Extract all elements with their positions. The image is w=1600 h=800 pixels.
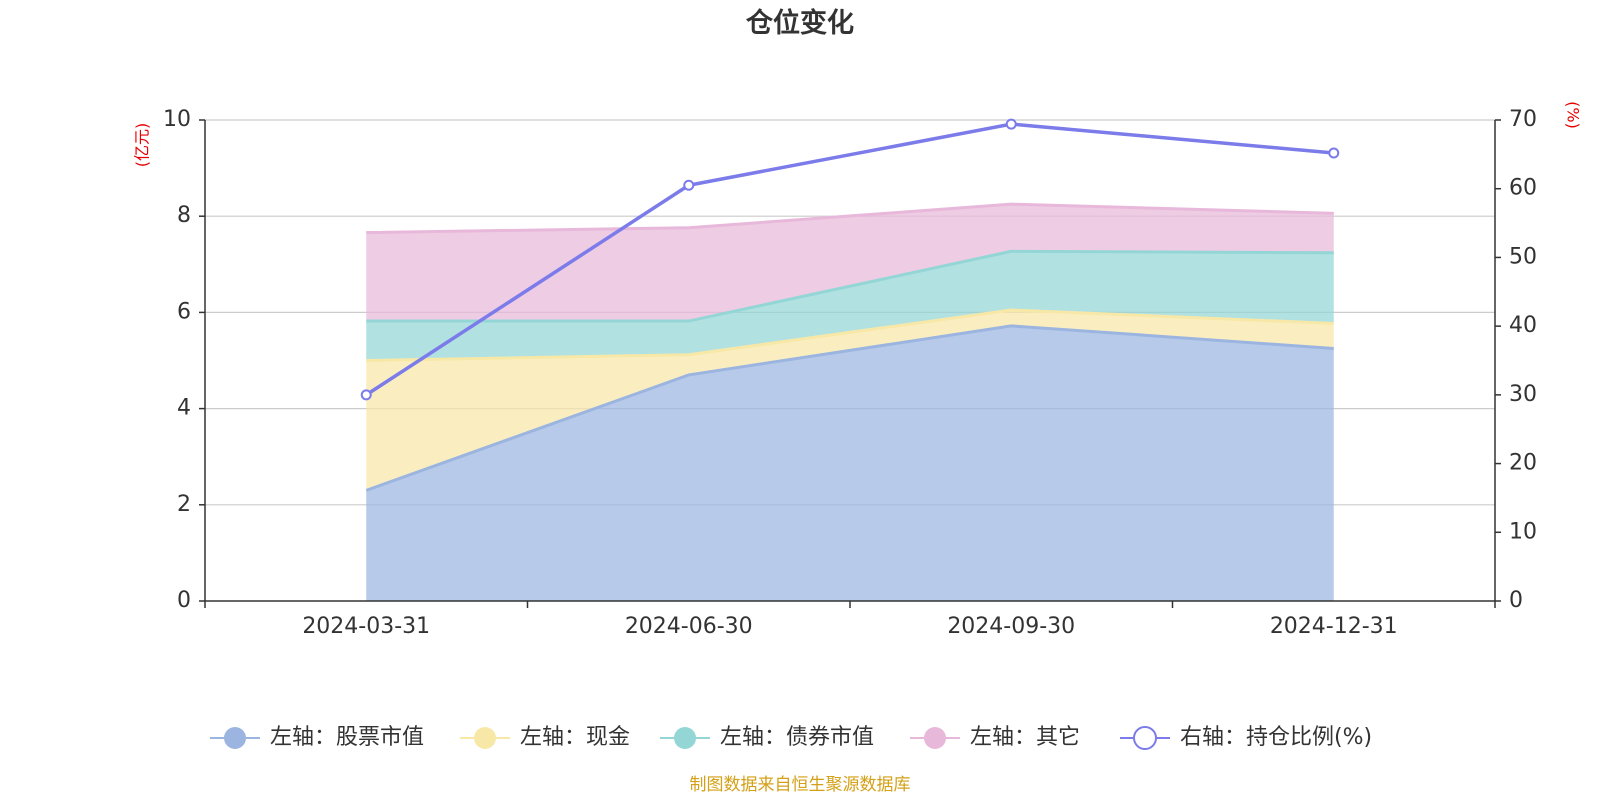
ratio-line: [365, 122, 1334, 397]
legend-marker: [224, 727, 246, 749]
source-note: 制图数据来自恒生聚源数据库: [690, 775, 911, 795]
right-tick-label: 70: [1509, 107, 1537, 132]
left-tick-label: 2: [177, 492, 191, 517]
area-series-3-edge: [366, 249, 1334, 323]
legend-marker: [1133, 726, 1157, 750]
ratio-point[interactable]: [1328, 147, 1340, 159]
right-tick-label: 10: [1509, 519, 1537, 544]
area-series-2-edge: [366, 308, 1334, 362]
right-tick-label: 30: [1509, 382, 1537, 407]
right-tick-label: 20: [1509, 451, 1537, 476]
legend-label: 左轴：股票市值: [270, 725, 424, 750]
area-series-1-edge: [365, 324, 1334, 492]
legend-marker: [924, 727, 946, 749]
legend-item-5[interactable]: 右轴：持仓比例(%): [1120, 725, 1372, 750]
area-series-3: [366, 251, 1334, 361]
axes: 0 2 4 6 8 10 0 10 20 30 40 50 60 70 2024-03-31 2024-06-…: [163, 107, 1537, 639]
legend-item-2[interactable]: 左轴：现金: [460, 725, 630, 750]
left-tick-label: 0: [177, 588, 191, 613]
right-tick-label: 0: [1509, 588, 1523, 613]
area-series-4-edge: [366, 202, 1334, 235]
area-series-1: [366, 325, 1334, 601]
right-tick-label: 40: [1509, 313, 1537, 338]
area-series-4: [366, 204, 1334, 322]
legend-marker: [674, 727, 696, 749]
left-tick-label: 10: [163, 107, 191, 132]
x-tick-label: 2024-09-30: [947, 614, 1075, 639]
stacked-areas: [365, 202, 1334, 601]
x-tick-label: 2024-03-31: [302, 614, 430, 639]
left-tick-label: 8: [177, 203, 191, 228]
right-axis-unit: (%): [1564, 101, 1583, 129]
left-tick-label: 6: [177, 299, 191, 324]
legend-item-3[interactable]: 左轴：债券市值: [660, 725, 874, 750]
legend: 左轴：股票市值 左轴：现金 左轴：债券市值 左轴：其它 右轴：持仓比例(%): [210, 725, 1372, 750]
ratio-point[interactable]: [683, 179, 695, 191]
ratio-line-layer: [360, 118, 1340, 401]
legend-label: 左轴：其它: [970, 725, 1080, 750]
legend-marker: [474, 727, 496, 749]
right-tick-label: 60: [1509, 176, 1537, 201]
legend-label: 右轴：持仓比例(%): [1180, 725, 1372, 750]
legend-label: 左轴：债券市值: [720, 725, 874, 750]
x-tick-label: 2024-06-30: [625, 614, 753, 639]
legend-item-1[interactable]: 左轴：股票市值: [210, 725, 424, 750]
left-tick-label: 4: [177, 396, 191, 421]
left-axis-unit: (亿元): [133, 123, 152, 168]
ratio-point[interactable]: [1005, 118, 1017, 130]
legend-label: 左轴：现金: [520, 725, 630, 750]
right-tick-label: 50: [1509, 244, 1537, 269]
x-tick-label: 2024-12-31: [1270, 614, 1398, 639]
area-series-2: [366, 309, 1334, 491]
legend-item-4[interactable]: 左轴：其它: [910, 725, 1080, 750]
ratio-point[interactable]: [360, 389, 372, 401]
chart-title: 仓位变化: [745, 7, 854, 39]
